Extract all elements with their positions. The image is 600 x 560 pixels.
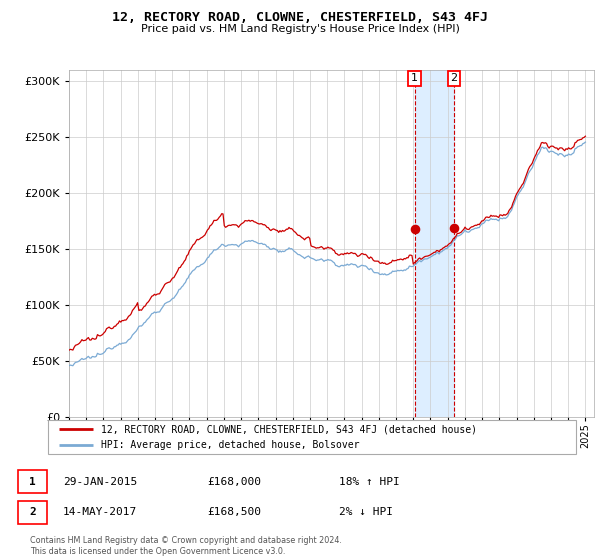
Text: 12, RECTORY ROAD, CLOWNE, CHESTERFIELD, S43 4FJ: 12, RECTORY ROAD, CLOWNE, CHESTERFIELD, … <box>112 11 488 24</box>
Text: 1: 1 <box>29 477 36 487</box>
Text: £168,500: £168,500 <box>207 507 261 517</box>
Text: HPI: Average price, detached house, Bolsover: HPI: Average price, detached house, Bols… <box>101 440 359 450</box>
Text: Contains HM Land Registry data © Crown copyright and database right 2024.
This d: Contains HM Land Registry data © Crown c… <box>30 536 342 556</box>
Text: 18% ↑ HPI: 18% ↑ HPI <box>339 477 400 487</box>
Text: 2% ↓ HPI: 2% ↓ HPI <box>339 507 393 517</box>
Text: 14-MAY-2017: 14-MAY-2017 <box>63 507 137 517</box>
Point <box>410 225 419 234</box>
Text: £168,000: £168,000 <box>207 477 261 487</box>
Text: 29-JAN-2015: 29-JAN-2015 <box>63 477 137 487</box>
Point <box>449 224 459 233</box>
Text: 2: 2 <box>29 507 36 517</box>
Text: 1: 1 <box>411 73 418 83</box>
Text: 2: 2 <box>451 73 458 83</box>
Text: 12, RECTORY ROAD, CLOWNE, CHESTERFIELD, S43 4FJ (detached house): 12, RECTORY ROAD, CLOWNE, CHESTERFIELD, … <box>101 424 477 434</box>
Bar <box>415 70 454 417</box>
Text: Price paid vs. HM Land Registry's House Price Index (HPI): Price paid vs. HM Land Registry's House … <box>140 24 460 34</box>
